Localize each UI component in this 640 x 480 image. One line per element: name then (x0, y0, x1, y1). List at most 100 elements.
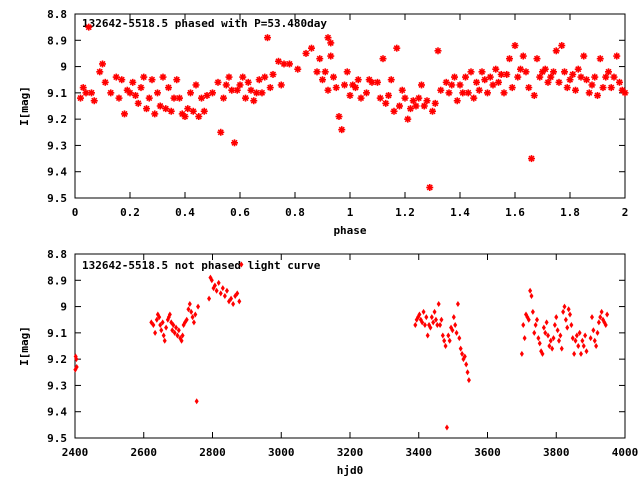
data-point (235, 290, 240, 297)
data-point (407, 105, 414, 113)
data-point (239, 261, 244, 268)
data-point (433, 316, 438, 323)
data-point (443, 343, 448, 349)
x-tick-label: 2600 (131, 446, 158, 459)
data-point (338, 126, 346, 134)
data-point (548, 337, 553, 344)
data-point (605, 311, 610, 318)
data-point (222, 293, 227, 300)
data-point (264, 34, 271, 42)
data-point (465, 369, 470, 376)
data-point (529, 293, 534, 300)
data-point (592, 337, 597, 344)
data-point (552, 47, 560, 55)
data-point (346, 91, 354, 99)
data-point (492, 65, 500, 73)
data-point (220, 94, 227, 102)
data-point (599, 84, 607, 92)
data-point (302, 49, 310, 57)
data-point (401, 94, 409, 102)
data-point (327, 52, 335, 60)
data-point (154, 316, 159, 323)
data-point (464, 361, 469, 368)
data-point (143, 105, 150, 113)
x-tick-label: 4000 (612, 446, 639, 459)
data-point (343, 68, 351, 76)
data-point (522, 68, 530, 76)
y-tick-label: 9.3 (47, 139, 67, 152)
phased-light-curve-panel: 132642-5518.5 phased with P=53.480day ph… (18, 8, 629, 237)
data-point (561, 308, 566, 315)
data-point (269, 70, 277, 78)
data-point (189, 308, 194, 315)
data-point (562, 303, 567, 310)
data-point (148, 76, 156, 84)
data-point (341, 81, 348, 89)
data-point (101, 78, 109, 86)
data-point (522, 335, 527, 342)
data-point (176, 327, 181, 334)
data-point (195, 113, 203, 121)
data-point (179, 337, 184, 344)
unphased-light-curve-panel: 132642-5518.5 not phased light curve hjd… (18, 248, 638, 477)
data-point (424, 314, 429, 321)
data-point (231, 300, 236, 307)
data-point (541, 65, 549, 73)
data-point (236, 81, 244, 89)
data-point (396, 102, 403, 110)
data-point (439, 316, 444, 323)
data-point (613, 52, 621, 60)
data-point (566, 306, 571, 313)
data-point (161, 332, 166, 339)
data-point (442, 78, 450, 86)
y-tick-label: 9.2 (47, 113, 67, 126)
data-point (74, 356, 79, 363)
data-point (486, 73, 494, 81)
data-point (451, 314, 456, 321)
x-axis-label: hjd0 (337, 464, 364, 477)
data-point (224, 287, 229, 294)
data-point (546, 332, 550, 339)
data-point (225, 73, 233, 81)
data-point (229, 295, 234, 302)
data-point (99, 60, 106, 68)
data-point (470, 94, 478, 102)
data-point (495, 78, 502, 86)
data-point (321, 68, 329, 76)
data-point (423, 97, 431, 105)
data-point (508, 84, 516, 92)
data-point (574, 65, 582, 73)
data-point (209, 89, 216, 97)
data-point (129, 78, 137, 86)
data-point (160, 319, 165, 326)
data-point (158, 321, 163, 328)
data-point (85, 23, 93, 31)
data-point (200, 107, 208, 115)
data-point (266, 84, 274, 92)
data-point (352, 84, 359, 92)
data-point (568, 311, 572, 318)
data-point (118, 76, 126, 84)
data-point (162, 105, 170, 113)
y-tick-label: 8.8 (47, 8, 67, 21)
data-point (551, 335, 556, 342)
data-point (167, 311, 172, 318)
data-point (250, 97, 258, 105)
x-tick-label: 2400 (62, 446, 89, 459)
data-point (420, 102, 428, 110)
data-point (473, 78, 480, 86)
data-point (581, 343, 586, 349)
data-point (209, 277, 214, 284)
data-point (357, 94, 365, 102)
x-tick-label: 0 (72, 206, 79, 219)
data-point (451, 73, 458, 81)
data-point (126, 89, 134, 97)
data-point (190, 314, 195, 321)
data-point (585, 89, 593, 97)
data-point (409, 97, 417, 105)
data-point (74, 364, 79, 371)
data-point (511, 42, 519, 50)
y-tick-label: 8.9 (47, 34, 67, 47)
x-tick-label: 2 (622, 206, 629, 219)
data-point (572, 350, 577, 357)
